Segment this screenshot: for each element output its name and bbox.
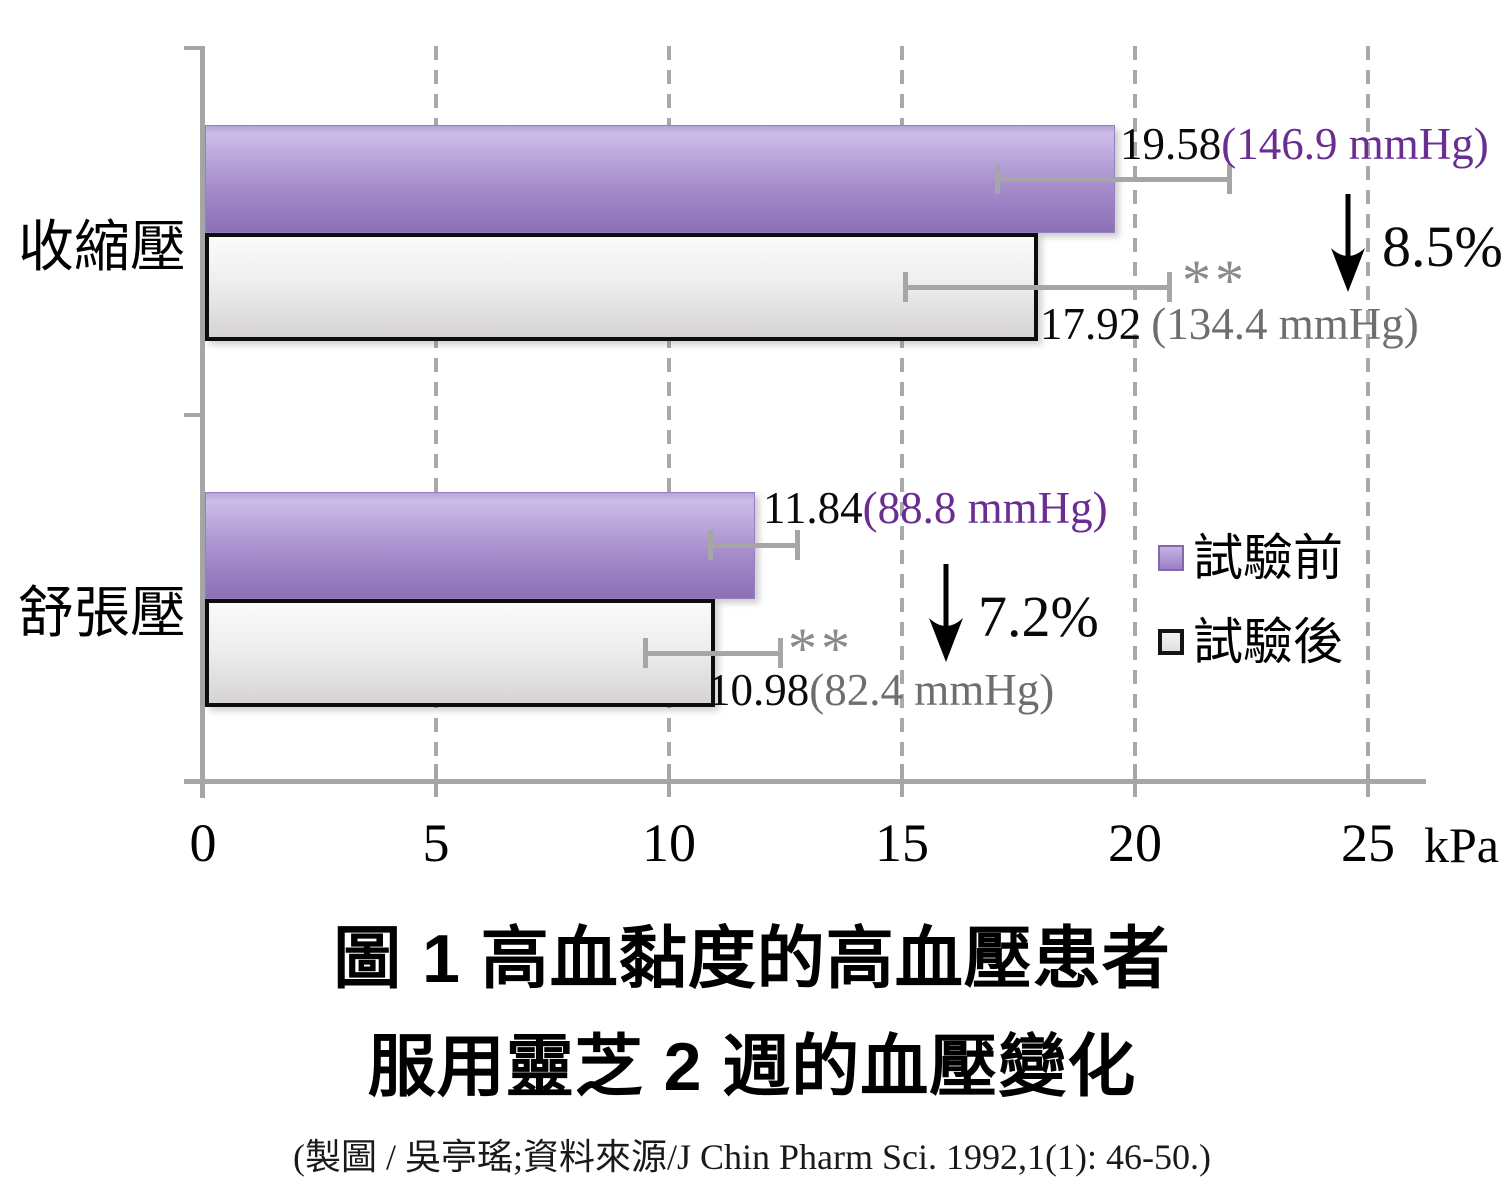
gridline-15 xyxy=(900,46,904,780)
y-axis-tick-top xyxy=(184,46,200,50)
value-mmhg: (146.9 mmHg) xyxy=(1221,119,1489,169)
legend-label-before: 試驗前 xyxy=(1193,530,1343,586)
percent-change-systolic: 8.5% xyxy=(1382,214,1503,279)
down-arrow-icon xyxy=(929,564,963,662)
value-label-diastolic-after: 10.98(82.4 mmHg) xyxy=(708,665,1055,716)
errorbar-systolic-after xyxy=(903,272,1172,302)
gridline-5 xyxy=(434,46,438,780)
gridline-20 xyxy=(1133,46,1137,780)
value-label-systolic-after: 17.92 (134.4 mmHg) xyxy=(1040,299,1419,350)
x-tick-label-15: 15 xyxy=(875,813,929,873)
x-tick-label-10: 10 xyxy=(642,813,696,873)
percent-change-diastolic: 7.2% xyxy=(978,584,1099,649)
x-axis-tick-15 xyxy=(900,764,904,797)
y-axis-line xyxy=(200,46,205,798)
errorbar-diastolic-after xyxy=(643,638,783,668)
x-tick-label-25: 25 xyxy=(1341,813,1395,873)
x-tick-label-0: 0 xyxy=(189,813,217,873)
value-kpa: 10.98 xyxy=(708,665,810,715)
significance-marker-systolic: ** xyxy=(1182,248,1248,313)
errorbar-systolic-before xyxy=(995,164,1232,194)
bar-diastolic-before xyxy=(205,492,755,599)
x-axis-line xyxy=(184,779,1426,784)
significance-marker-diastolic: ** xyxy=(788,616,854,681)
x-axis-tick-0 xyxy=(201,764,205,797)
value-mmhg: (134.4 mmHg) xyxy=(1151,299,1419,349)
legend-label-after: 試驗後 xyxy=(1193,614,1343,670)
bar-systolic-before xyxy=(205,125,1115,233)
chart-source-credit: (製圖 / 吳亭瑤;資料來源/J Chin Pharm Sci. 1992,1(… xyxy=(293,1137,1211,1177)
gridline-25 xyxy=(1366,46,1370,780)
errorbar-diastolic-before xyxy=(708,530,800,560)
category-label-systolic: 收縮壓 xyxy=(18,215,186,278)
bar-systolic-after xyxy=(205,233,1038,341)
value-label-diastolic-before: 11.84(88.8 mmHg) xyxy=(763,483,1108,534)
category-label-diastolic: 舒張壓 xyxy=(18,581,186,644)
chart-title-line-2: 服用靈芝 2 週的血壓變化 xyxy=(367,1029,1137,1105)
legend-item-before: 試驗前 xyxy=(1158,528,1343,588)
bar-diastolic-after xyxy=(205,599,715,707)
value-mmhg: (82.4 mmHg) xyxy=(809,665,1055,715)
x-axis-tick-20 xyxy=(1133,764,1137,797)
chart-title-line-1: 圖 1 高血黏度的高血壓患者 xyxy=(333,921,1171,997)
value-kpa: 11.84 xyxy=(763,483,863,533)
down-arrow-icon xyxy=(1331,194,1365,292)
value-kpa: 19.58 xyxy=(1120,119,1222,169)
x-axis-unit-label: kPa xyxy=(1424,817,1499,873)
legend-swatch-after-icon xyxy=(1158,629,1184,655)
value-label-systolic-before: 19.58(146.9 mmHg) xyxy=(1120,119,1489,170)
x-axis-tick-10 xyxy=(667,764,671,797)
gridline-10 xyxy=(667,46,671,780)
x-tick-label-20: 20 xyxy=(1108,813,1162,873)
value-mmhg: (88.8 mmHg) xyxy=(862,483,1108,533)
x-axis-tick-25 xyxy=(1366,764,1370,797)
legend-item-after: 試驗後 xyxy=(1158,612,1343,672)
value-kpa: 17.92 xyxy=(1040,299,1142,349)
x-axis-tick-5 xyxy=(434,764,438,797)
y-axis-tick-mid xyxy=(184,413,200,417)
legend-swatch-before-icon xyxy=(1158,545,1184,571)
x-tick-label-5: 5 xyxy=(422,813,450,873)
